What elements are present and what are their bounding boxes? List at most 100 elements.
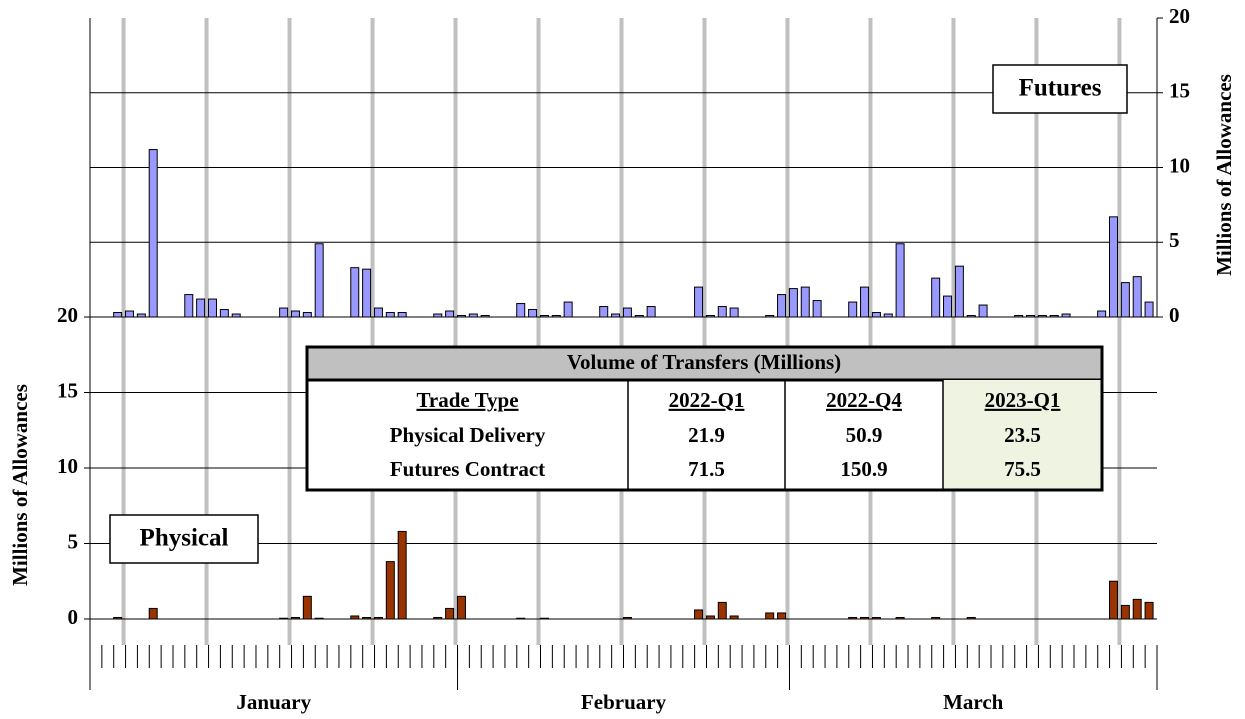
bar	[136, 313, 146, 318]
table-header: Trade Type	[416, 388, 518, 412]
table-cell: 23.5	[1004, 423, 1041, 447]
table-cell: 71.5	[688, 457, 725, 481]
series-label-box	[109, 514, 259, 564]
bar	[1037, 315, 1047, 318]
series-label: Physical	[140, 525, 229, 552]
y-tick-label: 15	[57, 378, 78, 402]
bar	[622, 616, 632, 620]
bar	[1120, 282, 1130, 318]
bar	[765, 315, 775, 318]
table-cell: 75.5	[1004, 457, 1041, 481]
table-cell: Physical Delivery	[390, 423, 546, 447]
bar	[124, 310, 134, 318]
series-label: Futures	[1019, 75, 1102, 102]
bar	[373, 616, 383, 620]
bar	[883, 313, 893, 318]
bar	[694, 609, 704, 620]
bar	[1109, 216, 1119, 318]
bar	[290, 616, 300, 620]
bar	[1026, 315, 1036, 318]
y2-axis-label: Millions of Allowances	[1212, 74, 1236, 276]
bar	[966, 616, 976, 620]
bar	[694, 286, 704, 318]
bar	[385, 561, 395, 620]
bar	[539, 617, 549, 620]
bar	[599, 306, 609, 318]
table-frame	[305, 345, 1104, 492]
bar	[397, 530, 407, 620]
highlight-column	[943, 380, 1102, 490]
bar	[705, 615, 715, 620]
bar	[207, 298, 217, 318]
bar	[729, 307, 739, 318]
bar	[860, 616, 870, 620]
bar	[634, 315, 644, 318]
bar	[385, 312, 395, 318]
bar	[1097, 310, 1107, 318]
month-label: January	[236, 690, 311, 714]
bar	[148, 149, 158, 318]
bar	[539, 315, 549, 318]
bar	[1014, 315, 1024, 318]
bar	[1049, 315, 1059, 318]
bar	[1132, 598, 1142, 620]
y-axis-label: Millions of Allowances	[8, 384, 32, 586]
bar	[314, 243, 324, 318]
bar	[895, 616, 905, 620]
bar	[362, 268, 372, 318]
table-header: 2022-Q4	[826, 388, 902, 412]
bar	[184, 294, 194, 318]
bar	[516, 617, 526, 620]
y2-tick-label: 10	[1169, 153, 1190, 177]
bar	[1061, 313, 1071, 318]
bar	[563, 301, 573, 318]
bar	[729, 615, 739, 620]
bar	[314, 617, 324, 620]
bar	[433, 616, 443, 620]
bar	[196, 298, 206, 318]
y2-tick-label: 5	[1169, 228, 1180, 252]
bar	[231, 313, 241, 318]
bar	[646, 306, 656, 318]
bar	[302, 312, 312, 318]
bar	[622, 307, 632, 318]
bar	[113, 616, 123, 620]
bar	[871, 312, 881, 318]
bar	[895, 243, 905, 318]
y2-tick-label: 15	[1169, 79, 1190, 103]
bar	[362, 616, 372, 620]
bar	[373, 307, 383, 318]
table-cell: 21.9	[688, 423, 725, 447]
table-header: 2022-Q1	[669, 388, 745, 412]
background-layer	[121, 18, 1122, 645]
bar	[705, 315, 715, 318]
bar	[279, 307, 289, 318]
bar	[931, 616, 941, 620]
table-cell: Futures Contract	[390, 457, 545, 481]
bar	[148, 607, 158, 620]
bar	[931, 277, 941, 318]
bar	[445, 607, 455, 620]
bar	[978, 304, 988, 318]
bar	[848, 301, 858, 318]
bar	[551, 315, 561, 318]
bar	[765, 612, 775, 620]
bar	[1144, 301, 1154, 318]
month-label: February	[581, 690, 667, 714]
bar	[871, 616, 881, 620]
bar	[788, 288, 798, 318]
bar	[717, 601, 727, 620]
y2-tick-label: 0	[1169, 303, 1180, 327]
bar	[290, 310, 300, 318]
bar	[456, 595, 466, 620]
bar	[954, 265, 964, 318]
bar	[1144, 601, 1154, 620]
y-tick-label: 10	[57, 454, 78, 478]
bar	[219, 309, 229, 318]
table-cell: 50.9	[846, 423, 883, 447]
bar	[456, 315, 466, 318]
bar	[611, 313, 621, 318]
table-title-bg	[305, 345, 1104, 382]
